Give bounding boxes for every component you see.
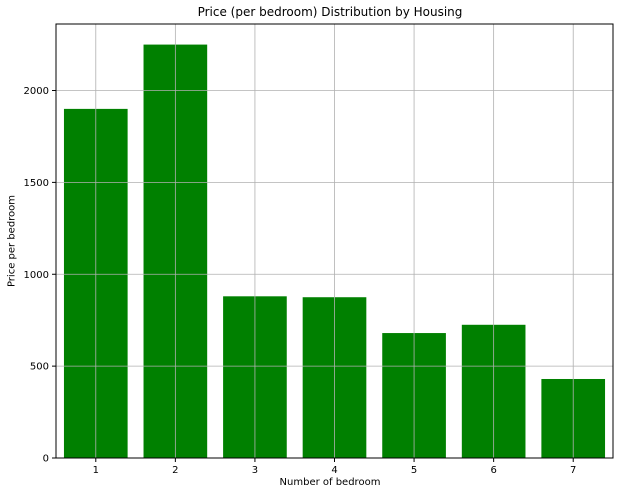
x-tick-label-1: 1 xyxy=(93,465,99,476)
y-tick-label-1000: 1000 xyxy=(24,270,49,281)
y-tick-label-0: 0 xyxy=(43,454,49,465)
x-tick-label-7: 7 xyxy=(570,465,576,476)
x-tick-label-4: 4 xyxy=(331,465,337,476)
y-tick-label-1500: 1500 xyxy=(24,178,49,189)
chart-title: Price (per bedroom) Distribution by Hous… xyxy=(197,5,463,19)
y-tick-label-500: 500 xyxy=(30,362,49,373)
y-axis-label: Price per bedroom xyxy=(6,194,18,288)
x-tick-label-6: 6 xyxy=(490,465,496,476)
x-axis-label: Number of bedroom xyxy=(279,477,381,488)
ticks: 1 2 3 4 5 6 7 0 500 1000 1500 2000 xyxy=(24,86,577,476)
grid-lines xyxy=(56,24,613,459)
x-tick-label-5: 5 xyxy=(411,465,417,476)
y-tick-label-2000: 2000 xyxy=(24,86,49,97)
x-tick-label-3: 3 xyxy=(252,465,258,476)
x-tick-label-2: 2 xyxy=(172,465,178,476)
